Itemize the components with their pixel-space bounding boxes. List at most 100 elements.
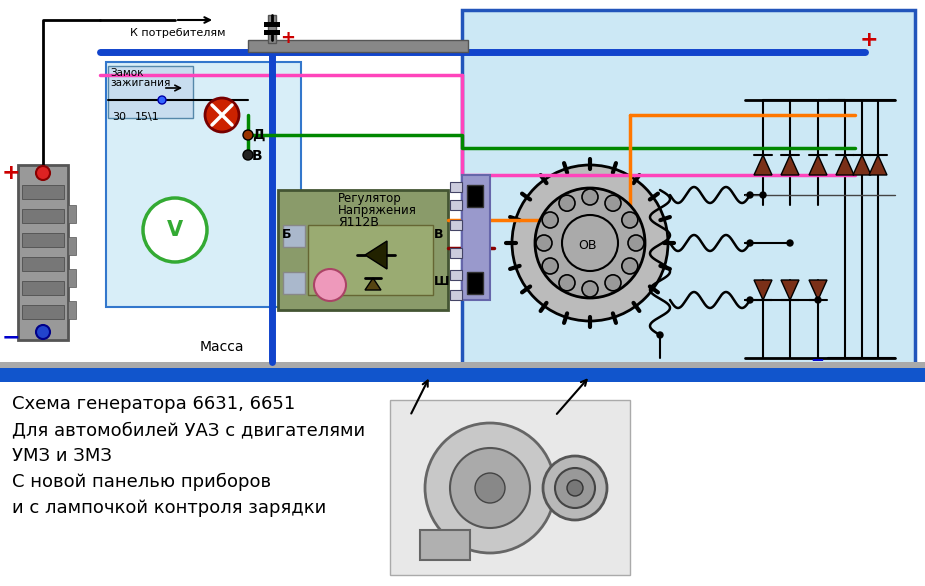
Bar (278, 190, 448, 310)
Circle shape (605, 275, 621, 291)
Text: Б: Б (282, 228, 291, 241)
Circle shape (36, 166, 50, 180)
Bar (68, 269, 76, 287)
Text: +: + (2, 163, 20, 183)
Circle shape (542, 212, 558, 228)
Text: Для автомобилей УАЗ с двигателями: Для автомобилей УАЗ с двигателями (12, 421, 365, 439)
Circle shape (605, 195, 621, 211)
Circle shape (205, 98, 239, 132)
Text: В: В (252, 149, 263, 163)
Bar (22, 305, 64, 319)
Circle shape (582, 281, 598, 297)
Circle shape (787, 240, 793, 246)
Circle shape (542, 258, 558, 274)
Bar (467, 272, 483, 294)
Polygon shape (836, 155, 854, 175)
Polygon shape (781, 280, 799, 300)
Circle shape (559, 275, 575, 291)
Bar (450, 270, 462, 280)
Circle shape (314, 269, 346, 301)
Circle shape (243, 130, 253, 140)
Bar (22, 257, 64, 271)
Bar (308, 225, 433, 295)
Bar (264, 30, 280, 35)
Polygon shape (809, 280, 827, 300)
Bar (68, 237, 76, 255)
Text: Масса: Масса (200, 340, 244, 354)
Text: −: − (2, 327, 20, 347)
Circle shape (747, 240, 753, 246)
Circle shape (143, 198, 207, 262)
Bar (462, 10, 915, 378)
Polygon shape (781, 155, 799, 175)
Polygon shape (754, 280, 772, 300)
Circle shape (562, 215, 618, 271)
Polygon shape (869, 155, 887, 175)
Bar (450, 182, 462, 192)
Circle shape (582, 189, 598, 205)
Polygon shape (853, 155, 871, 175)
Bar (450, 290, 462, 300)
Bar (390, 400, 630, 575)
Bar (108, 66, 193, 118)
Text: В: В (434, 228, 443, 241)
Bar (268, 15, 276, 43)
Text: Я112В: Я112В (338, 216, 379, 229)
Text: и с лампочкой контроля зарядки: и с лампочкой контроля зарядки (12, 499, 327, 517)
Bar (0, 368, 925, 382)
Circle shape (622, 258, 638, 274)
Text: Замок: Замок (110, 68, 143, 78)
Text: зажигания: зажигания (110, 78, 170, 88)
Text: 30: 30 (112, 112, 126, 122)
Text: Схема генератора 6631, 6651: Схема генератора 6631, 6651 (12, 395, 295, 413)
Circle shape (243, 150, 253, 160)
Bar (450, 248, 462, 258)
Bar (22, 185, 64, 199)
Bar (467, 185, 483, 207)
Text: К потребителям: К потребителям (130, 28, 226, 38)
Polygon shape (809, 155, 827, 175)
Circle shape (567, 480, 583, 496)
Polygon shape (365, 278, 381, 290)
Bar (22, 209, 64, 223)
Bar (450, 220, 462, 230)
Circle shape (535, 188, 645, 298)
Circle shape (512, 165, 668, 321)
Circle shape (425, 423, 555, 553)
Bar (22, 233, 64, 247)
Bar (462, 175, 490, 300)
Circle shape (628, 235, 644, 251)
Polygon shape (365, 241, 387, 269)
Bar (283, 225, 305, 247)
Bar (283, 272, 305, 294)
Circle shape (555, 468, 595, 508)
Text: С новой панелью приборов: С новой панелью приборов (12, 473, 271, 491)
Text: +: + (860, 30, 879, 50)
Circle shape (657, 332, 663, 338)
Circle shape (760, 192, 766, 198)
Circle shape (747, 297, 753, 303)
Text: +: + (280, 29, 295, 47)
Circle shape (536, 235, 552, 251)
Circle shape (559, 195, 575, 211)
Circle shape (450, 448, 530, 528)
Text: Напряжения: Напряжения (338, 204, 417, 217)
Polygon shape (754, 155, 772, 175)
Text: Ш: Ш (434, 275, 450, 288)
Circle shape (747, 192, 753, 198)
Circle shape (815, 297, 821, 303)
Text: −: − (810, 350, 824, 368)
Bar (68, 301, 76, 319)
Bar (420, 530, 470, 560)
Text: УМЗ и ЗМЗ: УМЗ и ЗМЗ (12, 447, 112, 465)
Bar (68, 205, 76, 223)
Text: 15\1: 15\1 (135, 112, 160, 122)
Bar (22, 281, 64, 295)
Text: Д: Д (252, 128, 265, 142)
Text: V: V (166, 220, 183, 240)
Bar (106, 62, 301, 307)
Bar (264, 22, 280, 27)
Text: ОВ: ОВ (578, 239, 597, 252)
Circle shape (475, 473, 505, 503)
Bar (450, 200, 462, 210)
